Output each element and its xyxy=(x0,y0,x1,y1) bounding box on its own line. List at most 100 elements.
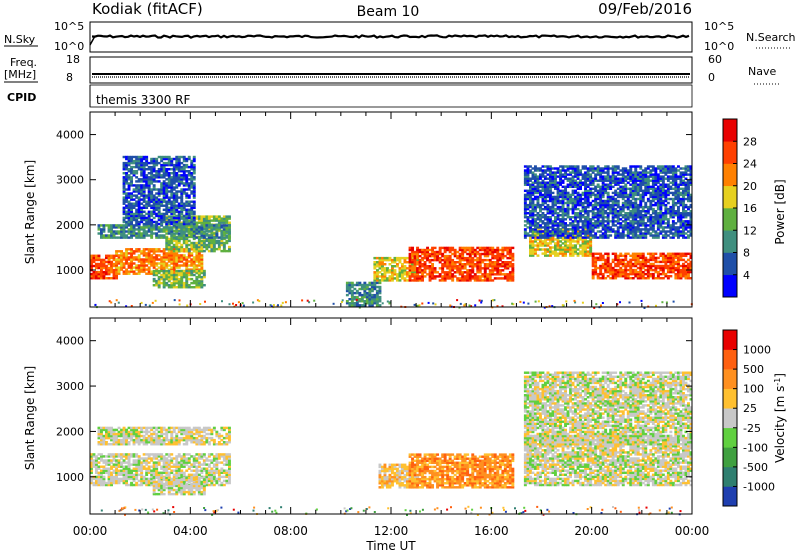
heatmap-cell xyxy=(559,199,563,203)
heatmap-cell xyxy=(142,194,146,197)
heatmap-cell xyxy=(611,258,615,262)
heatmap-cell xyxy=(177,214,181,218)
heatmap-cell xyxy=(421,248,425,252)
heatmap-cell xyxy=(456,269,460,272)
heatmap-cell xyxy=(110,254,114,258)
heatmap-cell xyxy=(200,230,204,233)
heatmap-cell xyxy=(170,234,174,237)
heatmap-cell xyxy=(544,175,547,178)
heatmap-cell xyxy=(222,221,226,224)
heatmap-cell xyxy=(137,196,141,199)
heatmap-cell xyxy=(456,265,460,268)
heatmap-cell xyxy=(631,228,635,231)
heatmap-cell xyxy=(147,272,151,275)
heatmap-cell xyxy=(684,264,688,268)
heatmap-cell xyxy=(152,273,156,277)
heatmap-cell xyxy=(626,230,630,233)
heatmap-cell xyxy=(483,246,487,250)
heatmap-cell xyxy=(641,260,645,264)
heatmap-cell xyxy=(639,179,643,182)
heatmap-cell xyxy=(609,167,613,170)
heatmap-cell xyxy=(130,180,134,183)
heatmap-cell xyxy=(586,232,590,235)
heatmap-cell xyxy=(649,232,653,235)
heatmap-cell xyxy=(370,289,374,293)
heatmap-cell xyxy=(544,226,547,229)
heatmap-cell xyxy=(649,179,653,182)
heatmap-cell xyxy=(609,262,613,266)
heatmap-cell xyxy=(561,250,565,253)
heatmap-cell xyxy=(135,272,139,275)
heatmap-cell xyxy=(102,234,106,237)
heatmap-cell xyxy=(438,246,442,250)
heatmap-cell xyxy=(172,188,176,191)
heatmap-cell xyxy=(175,210,179,214)
heatmap-cell xyxy=(358,287,362,291)
heatmap-cell xyxy=(200,236,204,239)
heatmap-cell xyxy=(526,191,530,195)
heatmap-cell xyxy=(496,273,500,276)
heatmap-cell xyxy=(523,199,527,203)
heatmap-cell xyxy=(195,215,199,218)
heatmap-cell xyxy=(145,232,149,235)
heatmap-cell xyxy=(142,210,146,214)
heatmap-cell xyxy=(596,214,600,217)
heatmap-cell xyxy=(147,218,151,222)
heatmap-cell xyxy=(192,155,196,159)
heatmap-cell xyxy=(559,220,563,223)
heatmap-cell xyxy=(150,194,154,197)
heatmap-cell xyxy=(529,177,532,180)
heatmap-cell xyxy=(170,228,174,231)
heatmap-cell xyxy=(102,270,106,274)
heatmap-cell xyxy=(127,159,131,163)
heatmap-cell xyxy=(370,295,374,299)
heatmap-cell xyxy=(142,204,146,207)
heatmap-cell xyxy=(604,199,608,203)
heatmap-cell xyxy=(373,267,377,270)
heatmap-cell xyxy=(561,254,565,257)
heatmap-cell xyxy=(634,193,638,197)
heatmap-cell xyxy=(132,218,136,222)
heatmap-cell xyxy=(599,175,603,178)
heatmap-cell xyxy=(526,222,530,225)
heatmap-cell xyxy=(381,261,384,264)
heatmap-cell xyxy=(581,244,585,247)
heatmap-cell xyxy=(92,277,96,280)
heatmap-cell xyxy=(671,258,675,262)
heatmap-cell xyxy=(205,221,209,224)
heatmap-cell xyxy=(564,189,568,193)
heatmap-cell xyxy=(393,271,397,274)
heatmap-cell xyxy=(127,228,131,231)
heatmap-cell xyxy=(127,184,131,187)
heatmap-cell xyxy=(130,202,134,205)
heatmap-cell xyxy=(571,238,575,241)
heatmap-cell xyxy=(160,163,164,167)
heatmap-cell xyxy=(641,199,645,203)
heatmap-cell xyxy=(491,246,495,250)
heatmap-cell xyxy=(376,275,379,278)
heatmap-cell xyxy=(491,267,495,270)
heatmap-cell xyxy=(190,180,194,183)
heatmap-cell xyxy=(629,222,633,225)
heatmap-cell xyxy=(584,185,588,189)
heatmap-cell xyxy=(207,215,211,218)
heatmap-cell xyxy=(554,216,557,219)
heatmap-cell xyxy=(621,275,625,278)
heatmap-cell xyxy=(147,250,151,253)
heatmap-cell xyxy=(569,234,573,237)
heatmap-cell xyxy=(125,262,129,265)
heatmap-cell xyxy=(150,192,154,195)
heatmap-cell xyxy=(574,183,578,186)
heatmap-cell xyxy=(185,245,189,249)
heatmap-cell xyxy=(551,232,555,235)
heatmap-cell xyxy=(150,226,154,229)
heatmap-cell xyxy=(639,195,643,199)
heatmap-cell xyxy=(172,216,176,220)
heatmap-cell xyxy=(644,171,648,174)
heatmap-cell xyxy=(551,246,555,249)
heatmap-cell xyxy=(180,243,184,247)
heatmap-cell xyxy=(375,281,379,285)
heatmap-cell xyxy=(478,269,482,272)
heatmap-cell xyxy=(127,216,131,220)
heatmap-cell xyxy=(182,262,186,265)
